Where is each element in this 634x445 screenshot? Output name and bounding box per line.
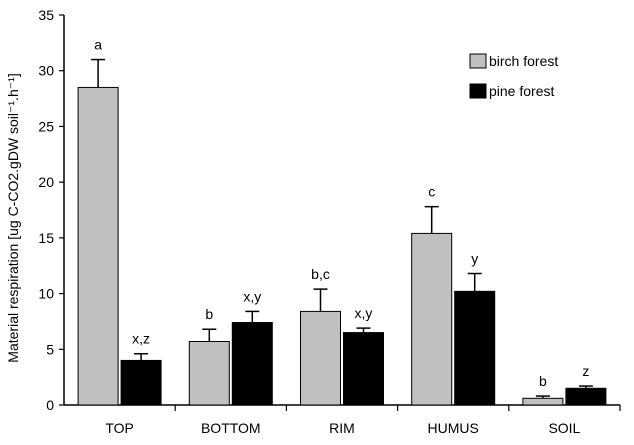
bar-pine: [231, 322, 273, 406]
x-tick-label: RIM: [329, 420, 355, 436]
significance-label: b: [539, 373, 547, 389]
bar-pine: [565, 387, 607, 406]
significance-label: z: [582, 363, 589, 379]
y-tick-label: 15: [38, 230, 54, 246]
bar-pine: [120, 359, 162, 406]
legend-swatch: [469, 83, 487, 99]
y-tick-label: 20: [38, 174, 54, 190]
bar-birch: [300, 310, 341, 406]
legend: birch forest pine forest: [469, 53, 558, 99]
plot-area: 0 5 10 15 20 25 30 35 TOP a x,z BOTTOM b x,y RIM b,c x,y…: [38, 7, 621, 436]
significance-label: x,z: [132, 331, 150, 347]
significance-label: b,c: [311, 266, 330, 282]
y-tick-label: 35: [38, 7, 54, 23]
x-tick-label: BOTTOM: [201, 420, 261, 436]
legend-label: pine forest: [489, 83, 554, 99]
bar-birch: [522, 397, 564, 406]
bar-birch: [411, 232, 453, 406]
legend-label: birch forest: [489, 53, 558, 69]
significance-label: b: [205, 306, 213, 322]
significance-label: c: [428, 184, 435, 200]
significance-label: y: [471, 251, 478, 267]
legend-swatch: [469, 53, 487, 69]
y-tick-label: 10: [38, 286, 54, 302]
significance-label: x,y: [243, 288, 261, 304]
y-tick-label: 30: [38, 63, 54, 79]
y-tick-label: 5: [46, 341, 54, 357]
x-tick-label: SOIL: [548, 420, 580, 436]
significance-label: a: [94, 37, 102, 53]
bar-birch: [188, 340, 230, 406]
y-tick-label: 25: [38, 118, 54, 134]
y-axis-label: Material respiration [ug C-CO2.gDW soil⁻…: [5, 73, 21, 362]
x-tick-label: TOP: [105, 420, 134, 436]
significance-label: x,y: [355, 305, 373, 321]
x-tick-label: HUMUS: [428, 420, 479, 436]
bar-pine: [454, 290, 496, 406]
bar-birch: [77, 86, 119, 406]
bar-pine: [343, 332, 384, 406]
y-tick-label: 0: [46, 397, 54, 413]
